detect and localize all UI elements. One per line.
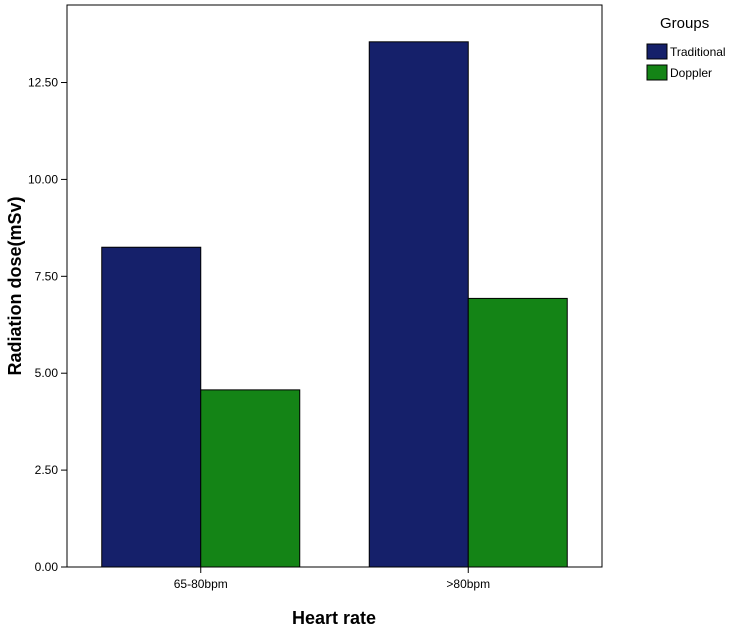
bars [101,41,568,568]
legend-label-traditional: Traditional [670,45,726,59]
legend-label-doppler: Doppler [670,66,712,80]
bar-traditional-1 [101,246,202,568]
y-axis: 0.00 2.50 5.00 7.50 10.00 12.50 [28,76,67,574]
x-tick-label: >80bpm [446,577,490,591]
legend-swatch-traditional [646,43,668,60]
y-tick-label: 7.50 [35,269,59,283]
legend: Groups Traditional Doppler [646,15,726,81]
legend-swatch-doppler [646,64,668,81]
x-axis-title: Heart rate [292,608,376,628]
y-tick-label: 12.50 [28,76,58,90]
x-tick-label: 65-80bpm [174,577,228,591]
x-axis: 65-80bpm >80bpm [174,567,490,591]
bar-doppler-2 [467,297,568,568]
y-axis-title: Radiation dose(mSv) [5,196,25,375]
y-tick-label: 0.00 [35,560,59,574]
bar-traditional-2 [368,41,469,568]
bar-doppler-1 [200,389,301,568]
y-tick-label: 2.50 [35,463,59,477]
legend-title: Groups [660,15,709,32]
y-tick-label: 10.00 [28,172,58,186]
y-tick-label: 5.00 [35,366,59,380]
